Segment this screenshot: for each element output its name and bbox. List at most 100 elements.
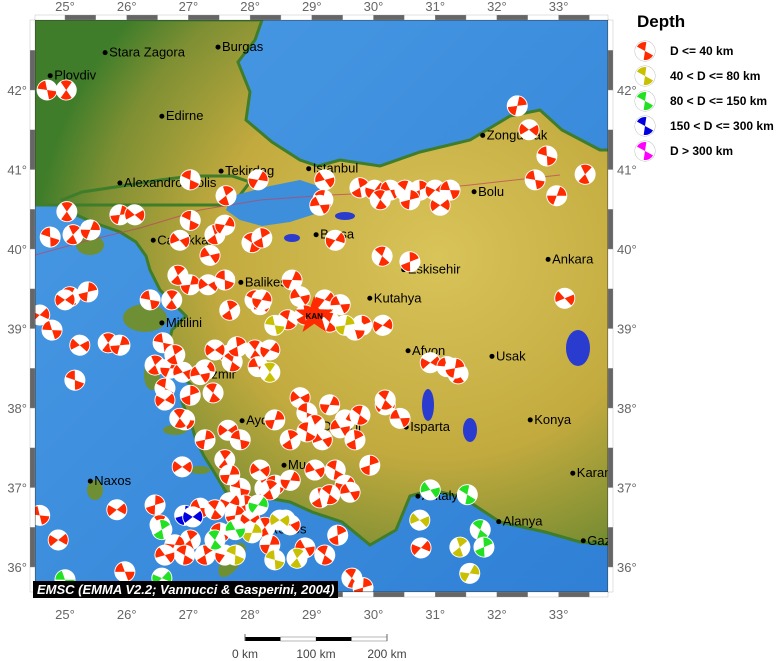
frame-segment — [29, 447, 36, 488]
lake — [566, 330, 590, 366]
longitude-tick-label: 33° — [549, 0, 569, 14]
frame-segment — [607, 407, 614, 448]
city-label: Alexandroupolis — [124, 175, 217, 190]
beachball-icon — [634, 65, 656, 86]
frame-segment — [342, 591, 374, 598]
focal-mechanism-beachball — [77, 281, 99, 303]
frame-segment — [435, 14, 467, 21]
beachball-icon — [634, 140, 656, 161]
focal-mechanism-beachball — [109, 204, 131, 226]
frame-segment — [157, 14, 189, 21]
legend-item: 40 < D <= 80 km — [628, 63, 778, 88]
focal-mechanism-beachball — [154, 389, 176, 411]
frame-segment — [607, 50, 614, 91]
island-lesbos — [123, 304, 167, 332]
focal-mechanism-beachball — [369, 189, 391, 211]
focal-mechanism-beachball — [449, 536, 471, 558]
focal-mechanism-beachball — [524, 169, 546, 191]
scale-label-100: 100 km — [296, 647, 336, 661]
scale-segment — [351, 636, 388, 642]
focal-mechanism-beachball — [439, 179, 461, 201]
legend-item: D <= 40 km — [628, 38, 778, 63]
frame-segment — [34, 14, 66, 21]
city-dot-icon — [480, 132, 486, 138]
city-label: Alanya — [503, 514, 544, 529]
legend-label: 80 < D <= 150 km — [670, 93, 768, 108]
marmara-sea — [226, 180, 325, 226]
focal-mechanism-beachball — [36, 79, 58, 101]
city-dot-icon — [102, 50, 108, 56]
city-marker: Ankara — [545, 251, 594, 266]
island-limnos — [76, 235, 104, 255]
frame-segment — [607, 447, 614, 488]
frame-segment — [373, 591, 405, 598]
city-label: Ankara — [552, 251, 594, 266]
frame-segment — [29, 89, 36, 130]
longitude-tick-label: 25° — [55, 0, 75, 14]
focal-mechanism-beachball — [56, 201, 78, 223]
scale-segment — [316, 637, 352, 641]
focal-mechanism-beachball — [324, 229, 346, 251]
city-dot-icon — [471, 189, 477, 195]
focal-mechanism-beachball — [182, 506, 204, 528]
frame-segment — [404, 14, 436, 21]
city-dot-icon — [527, 417, 533, 423]
city-dot-icon — [159, 320, 165, 326]
focal-mechanism-beachball — [64, 369, 86, 391]
legend-item: 150 < D <= 300 km — [628, 113, 778, 138]
city-marker: Alanya — [496, 514, 543, 529]
longitude-tick-label: 28° — [240, 607, 260, 622]
focal-mechanism-beachball — [410, 537, 432, 559]
longitude-tick-label: 30° — [364, 0, 384, 14]
longitude-tick-label: 27° — [179, 0, 199, 14]
city-label: Eskisehir — [408, 262, 461, 277]
longitude-tick-label: 27° — [179, 607, 199, 622]
focal-mechanism-beachball — [204, 339, 226, 361]
focal-mechanism-beachball — [169, 407, 191, 429]
frame-segment — [607, 368, 614, 409]
focal-mechanism-beachball — [327, 524, 349, 546]
station-label: KAN — [306, 312, 324, 321]
city-marker: Kutahya — [367, 290, 422, 305]
city-dot-icon — [47, 73, 53, 79]
frame-segment — [29, 487, 36, 528]
focal-mechanism-beachball — [506, 95, 528, 117]
scale-label-0: 0 km — [231, 647, 259, 661]
city-marker: Burgas — [215, 39, 264, 54]
focal-mechanism-beachball — [41, 319, 63, 341]
focal-mechanism-beachball — [259, 361, 281, 383]
frame-segment — [607, 566, 614, 593]
station-star-icon — [295, 295, 334, 332]
focal-mechanism-beachball — [296, 421, 318, 443]
focal-mechanism-beachball — [251, 227, 273, 249]
longitude-tick-label: 26° — [117, 607, 137, 622]
city-marker: Usak — [489, 348, 526, 363]
frame-segment — [404, 591, 436, 598]
legend-label: D <= 40 km — [670, 43, 734, 58]
frame-segment — [373, 14, 405, 21]
focal-mechanism-beachball — [167, 264, 189, 286]
station-kan: KAN — [295, 295, 334, 332]
frame-segment — [29, 288, 36, 329]
focal-mechanism-beachball — [554, 287, 576, 309]
focal-mechanism-beachball — [54, 289, 76, 311]
legend-label: D > 300 km — [670, 143, 734, 158]
focal-mechanism-beachball — [264, 314, 286, 336]
focal-mechanism-beachball — [251, 289, 273, 311]
beachball-quadrants — [635, 115, 655, 136]
axis-ticks: 25° 25° 26° 26° 27° 27° 28° 28° 29° 29° 30° 30° 31° 3… — [7, 0, 636, 622]
city-dot-icon — [150, 237, 156, 243]
focal-mechanism-beachball — [444, 357, 466, 379]
legend-item: D > 300 km — [628, 138, 778, 163]
city-label: Bolu — [478, 184, 504, 199]
city-dot-icon — [281, 462, 287, 468]
scale-segment — [280, 636, 317, 642]
city-marker: Bolu — [471, 184, 504, 199]
longitude-tick-label: 33° — [549, 607, 569, 622]
focal-mechanism-beachball — [164, 344, 186, 366]
legend-label: 150 < D <= 300 km — [670, 118, 774, 133]
focal-mechanism-beachball — [329, 417, 351, 439]
city-label: Afyon — [412, 343, 445, 358]
longitude-tick-label: 31° — [425, 607, 445, 622]
